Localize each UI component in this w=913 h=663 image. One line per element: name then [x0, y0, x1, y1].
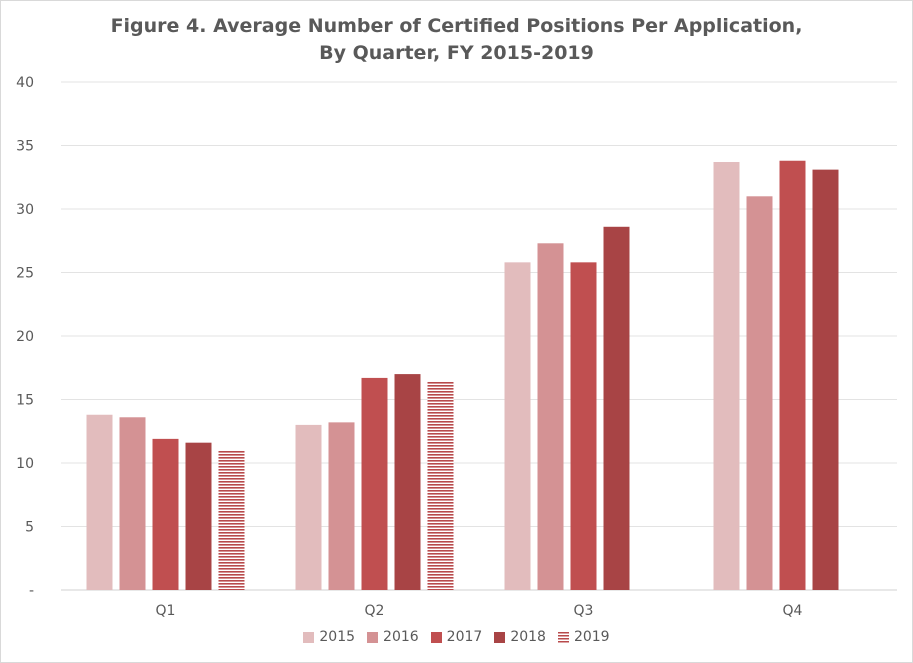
legend-swatch [303, 631, 315, 643]
legend-label: 2018 [510, 629, 546, 645]
legend-label: 2016 [383, 629, 419, 645]
legend-item: 2015 [303, 629, 355, 645]
y-tick-label: - [29, 583, 34, 599]
y-tick-label: 35 [16, 139, 34, 155]
bar-q4-2015 [713, 162, 740, 590]
legend-swatch [430, 631, 442, 643]
bar-q1-2019 [218, 450, 245, 590]
x-category-label: Q2 [365, 603, 385, 619]
legend-item: 2019 [557, 629, 610, 645]
legend-label: 2017 [446, 629, 483, 645]
chart-title-line-1: Figure 4. Average Number of Certified Po… [110, 15, 803, 37]
bar-q2-2018 [394, 374, 421, 590]
y-tick-label: 15 [16, 393, 34, 409]
chart-title: Figure 4. Average Number of Certified Po… [1, 13, 912, 67]
legend-swatch [494, 631, 506, 643]
x-category-label: Q1 [156, 603, 176, 619]
y-tick-label: 40 [16, 75, 34, 91]
legend-item: 2018 [494, 629, 546, 645]
legend-swatch [557, 631, 569, 643]
bar-q1-2017 [152, 438, 179, 590]
bar-q2-2015 [295, 424, 322, 590]
bar-q3-2015 [504, 262, 531, 590]
bar-q3-2018 [603, 226, 630, 590]
legend-item: 2017 [430, 629, 483, 645]
chart-legend: 2015 2016 2017 2018 2019 [1, 629, 912, 645]
bar-q4-2016 [746, 196, 773, 591]
y-tick-label: 25 [16, 266, 34, 282]
bar-q4-2017 [779, 160, 806, 591]
bar-q2-2019 [427, 381, 454, 590]
legend-swatch [367, 631, 379, 643]
bar-q3-2016 [537, 243, 564, 591]
y-tick-label: 10 [16, 456, 34, 472]
x-category-label: Q3 [574, 603, 594, 619]
y-tick-label: 30 [16, 202, 34, 218]
bar-q1-2015 [86, 414, 113, 590]
y-tick-label: 20 [16, 329, 34, 345]
bar-q1-2018 [185, 442, 212, 590]
bar-q2-2016 [328, 422, 355, 590]
bar-q3-2017 [570, 262, 597, 590]
chart-title-line-2: By Quarter, FY 2015-2019 [319, 42, 594, 64]
legend-label: 2015 [319, 629, 356, 645]
y-tick-label: 5 [25, 520, 34, 536]
x-category-label: Q4 [783, 603, 803, 619]
bar-q1-2016 [119, 417, 146, 590]
legend-label: 2019 [573, 629, 610, 645]
bar-q4-2018 [812, 169, 839, 590]
bar-q2-2017 [361, 377, 388, 590]
legend-item: 2016 [367, 629, 419, 645]
